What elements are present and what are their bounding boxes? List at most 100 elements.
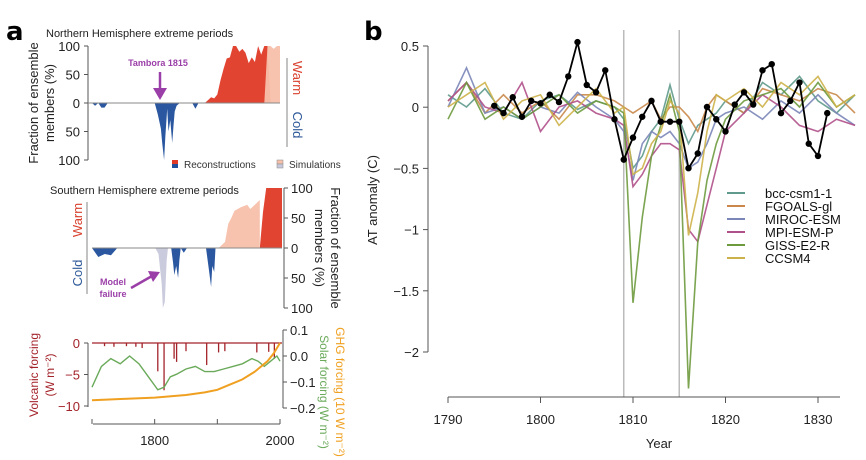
observation-point [629,134,637,141]
observation-point [509,94,516,101]
observation-point [722,128,729,135]
solar-y-tick-label: 0.0 [290,349,308,364]
observation-point [694,150,701,157]
legend-recon-swatch-warm [172,160,178,164]
observation-point [565,73,572,80]
at-anomaly-chart: 0.5 0 −0.5 −1 −1.5 −2 1790 1800 1810 1820 1830 AT… [365,30,862,451]
forcing-x-ticks: 1800 2000 [91,419,294,448]
model-line-fgoals-gl [447,81,856,134]
solar-y-tick-label: −0.1 [290,375,316,390]
sh-y-tick-label: 50 [291,271,305,286]
observation-point [574,38,581,46]
nh-y-tick-label: 0 [73,96,80,111]
legend-sim-label: Simulations [289,160,341,171]
solar-y-tick-label: 0.1 [290,323,308,338]
observation-point [592,89,600,96]
b-y-tick-label: −1 [404,223,419,238]
observation-point [555,98,563,106]
nh-y-ticks: 100 50 0 50 100 [58,39,88,168]
observation-point [620,156,627,163]
observation-point [500,109,507,117]
observation-point [713,116,720,123]
sh-ylabel-2: members (%) [312,209,327,287]
observation-point [546,91,553,98]
observation-point [537,100,544,107]
b-y-tick-label: 0 [412,100,419,115]
legend-label-miroc-esm: MIROC-ESM [765,212,841,227]
b-x-tick-label: 1800 [526,412,555,427]
sh-area-simulations-warm [218,200,260,248]
observation-point [657,118,664,125]
model-line-miroc-esm [447,65,856,181]
model-line-giss-e2-r [447,80,856,389]
legend-sim-swatch-warm [276,159,284,165]
b-x-tick-label: 1830 [804,412,833,427]
observation-point [805,140,812,147]
legend-label-ccsm4: CCSM4 [765,251,811,266]
nh-warm-label: Warm [290,61,305,95]
sh-area-reconstructions-warm [256,188,282,248]
sh-y-tick-label: 100 [291,181,313,196]
observation-point [602,67,609,74]
sh-extreme-chart: Southern Hemisphere extreme periods 100 5… [50,181,343,316]
nh-area-simulations-warm [264,46,280,103]
observation-point [528,97,535,105]
b-x-ticks: 1790 1800 1810 1820 1830 [434,397,833,427]
observation-point [796,79,803,86]
forcing-chart: 0 −5 −10 0.1 0.0 −0.1 −0.2 1800 2000 Volcanic … [27,323,347,457]
nh-ylabel-1: Fraction of ensemble [26,42,41,163]
b-x-tick-label: 1820 [711,412,740,427]
b-x-tick-label: 1790 [434,412,463,427]
volcanic-y-ticks: 0 −5 −10 [58,336,88,414]
sh-y-tick-label: 100 [291,301,313,316]
legend-recon-swatch-cold [172,164,178,168]
nh-y-tick-label: 50 [66,68,80,83]
model-failure-arrow-shaft [130,274,153,290]
b-y-tick-label: −1.5 [393,284,419,299]
legend-label-fgoals-gl: FGOALS-gl [765,199,832,214]
model-line-ccsm4 [447,75,856,236]
nh-extreme-chart: Northern Hemisphere extreme periods 100 5… [26,28,341,171]
observation-point [777,109,785,117]
observation-point [491,102,498,109]
solar-y-tick-label: −0.2 [290,401,316,416]
sh-warm-label: Warm [70,203,85,237]
sh-areas [92,188,282,308]
observation-point [648,97,655,105]
observation-point [768,60,775,68]
observation-point [676,118,683,125]
nh-area-reconstructions-cold [92,103,199,160]
observation-point [824,109,831,117]
observation-point [518,113,526,120]
nh-title: Northern Hemisphere extreme periods [46,28,234,40]
volcanic-ylabel-1: Volcanic forcing [27,333,41,417]
forcing-lines [91,342,282,402]
volcanic-y-tick-label: 0 [73,336,80,351]
model-failure-annotation-2: failure [99,289,126,299]
sh-y-tick-label: 0 [291,241,298,256]
tambora-annotation: Tambora 1815 [128,58,188,68]
observation-point [685,165,692,172]
b-y-tick-label: −2 [404,345,419,360]
b-xlabel: Year [646,436,673,451]
observation-point [759,67,766,74]
sh-y-ticks: 100 50 0 50 100 [284,181,313,316]
nh-y-tick-label: 50 [66,125,80,140]
sh-cold-label: Cold [70,260,85,287]
observation-point [814,152,822,160]
volcanic-y-tick-label: −5 [65,368,80,383]
legend-label-giss-e2-r: GISS-E2-R [765,238,830,253]
solar-ylabel: Solar forcing (W m⁻²) [317,335,331,449]
legend-recon-label: Reconstructions [184,160,256,171]
volcanic-ylabel-2: (W m⁻²) [43,354,57,397]
legend-sim-swatch-cold [276,163,284,169]
forcing-x-tick-label: 1800 [140,433,169,448]
volcanic-y-tick-label: −10 [58,399,80,414]
b-legend: bcc-csm1-1FGOALS-glMIROC-ESMMPI-ESM-PGIS… [722,183,862,266]
observation-point [639,113,646,120]
b-x-tick-label: 1810 [619,412,648,427]
nh-areas [92,46,280,160]
observation-point [703,103,711,111]
sh-title: Southern Hemisphere extreme periods [50,185,239,197]
